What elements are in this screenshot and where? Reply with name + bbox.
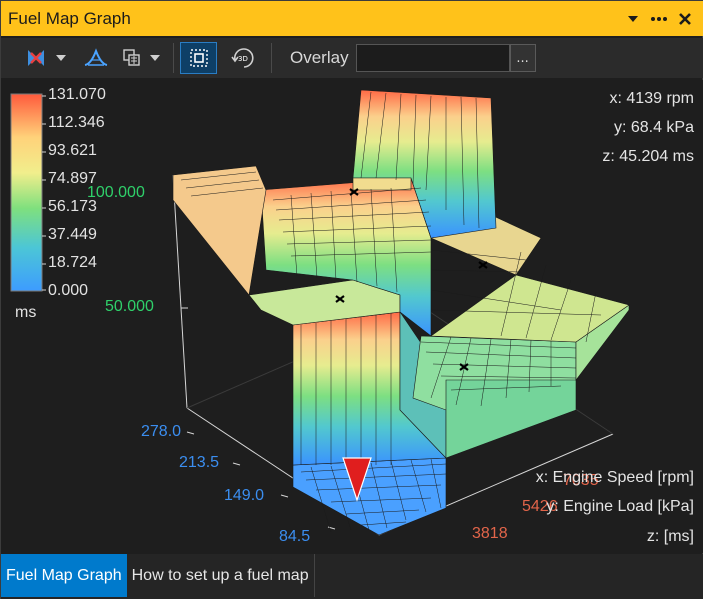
plot-canvas[interactable]	[1, 80, 703, 553]
tab-fuel-map-graph[interactable]: Fuel Map Graph	[1, 554, 127, 597]
rotate-3d-icon[interactable]: 3D	[227, 42, 261, 74]
fuel-surface	[172, 89, 630, 536]
reset-view-icon[interactable]	[19, 42, 53, 74]
copy-dropdown-icon[interactable]	[147, 42, 163, 74]
x-tick-5426: 5426	[522, 498, 558, 515]
toolbar-separator	[173, 43, 174, 73]
close-icon[interactable]	[672, 6, 698, 32]
axis-title-y: y: Engine Load [kPa]	[546, 498, 694, 515]
y-tick-278: 278.0	[141, 423, 182, 440]
colorbar-tick-0: 131.070	[48, 86, 106, 103]
colorbar-tick-5: 37.449	[48, 226, 97, 243]
window-title: Fuel Map Graph	[8, 8, 131, 28]
colorbar-tick-7: 0.000	[48, 282, 89, 299]
axis-title-z: z: [ms]	[646, 528, 694, 545]
colorbar-ticks	[42, 95, 46, 291]
document-tabs: Fuel Map Graph How to set up a fuel map	[1, 554, 703, 599]
x-tick-3818: 3818	[472, 525, 508, 542]
x-tick-7035: 7035	[563, 472, 599, 489]
overlay-browse-button[interactable]: ...	[509, 44, 536, 72]
readout-z: z: 45.204 ms	[602, 148, 694, 165]
y-tick-84: 84.5	[279, 528, 311, 545]
colorbar-tick-3: 74.897	[48, 170, 97, 187]
copy-icon[interactable]	[117, 42, 147, 74]
colorbar-tick-1: 112.346	[48, 114, 105, 131]
cell-markers	[335, 188, 488, 371]
surface-mode-icon[interactable]	[79, 42, 113, 74]
title-bar: Fuel Map Graph	[1, 1, 703, 36]
chevron-down-icon[interactable]	[620, 6, 646, 32]
fit-view-icon[interactable]	[180, 42, 217, 74]
toolbar-separator-2	[271, 43, 272, 73]
tab-fuel-map-setup[interactable]: How to set up a fuel map	[127, 554, 315, 597]
axis-title-x: x: Engine Speed [rpm]	[535, 469, 694, 486]
y-tick-149: 149.0	[224, 487, 265, 504]
ellipsis-icon[interactable]	[646, 6, 672, 32]
svg-text:3D: 3D	[238, 55, 248, 63]
colorbar	[10, 93, 43, 292]
z-tick-50: 50.000	[105, 298, 154, 315]
readout-y: y: 68.4 kPa	[613, 119, 694, 136]
reset-dropdown-icon[interactable]	[53, 42, 69, 74]
y-tick-213: 213.5	[179, 454, 220, 471]
graph-toolbar: 3D Overlay ...	[1, 38, 703, 78]
colorbar-tick-2: 93.621	[48, 142, 97, 159]
cursor-marker[interactable]	[342, 457, 372, 502]
colorbar-unit: ms	[15, 304, 37, 321]
readout-x: x: 4139 rpm	[609, 90, 694, 107]
overlay-label: Overlay	[290, 48, 349, 67]
fuel-map-3d-plot[interactable]: 131.070 112.346 93.621 74.897 56.173 37.…	[1, 80, 703, 553]
colorbar-tick-4: 56.173	[48, 198, 97, 215]
colorbar-tick-6: 18.724	[48, 254, 97, 271]
z-tick-100: 100.000	[87, 184, 145, 201]
overlay-input[interactable]	[355, 44, 510, 72]
